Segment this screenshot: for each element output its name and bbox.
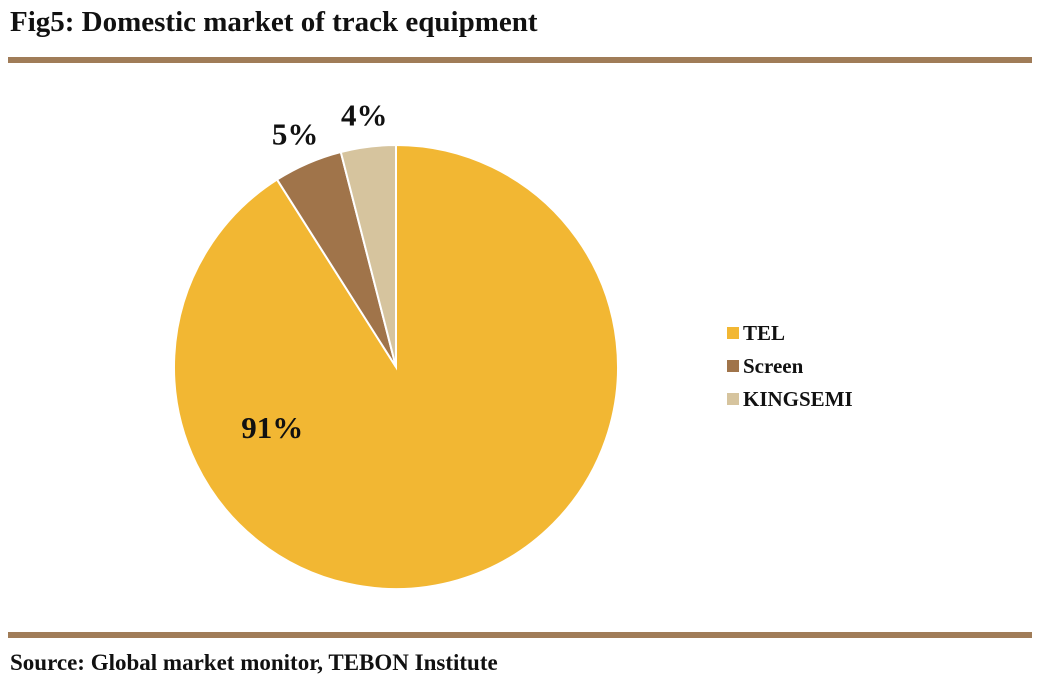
pie-slice-tel bbox=[173, 143, 619, 590]
top-divider bbox=[8, 57, 1032, 63]
pie-slices bbox=[173, 143, 619, 590]
legend-swatch-screen bbox=[727, 360, 739, 372]
chart-legend: TEL Screen KINGSEMI bbox=[727, 321, 853, 411]
legend-swatch-tel bbox=[727, 327, 739, 339]
pie-data-labels: 91% 5% 4% bbox=[241, 98, 387, 445]
source-note: Source: Global market monitor, TEBON Ins… bbox=[10, 650, 498, 675]
data-label-screen: 5% bbox=[272, 116, 319, 151]
chart-title: Fig5: Domestic market of track equipment bbox=[10, 6, 538, 38]
legend-label-tel: TEL bbox=[743, 321, 785, 345]
pie-chart: 91% 5% 4% TEL Screen KINGSEMI bbox=[173, 98, 853, 590]
data-label-kingsemi: 4% bbox=[341, 98, 388, 133]
legend-label-screen: Screen bbox=[743, 354, 804, 378]
bottom-divider bbox=[8, 632, 1032, 638]
legend-swatch-kingsemi bbox=[727, 393, 739, 405]
legend-label-kingsemi: KINGSEMI bbox=[743, 387, 853, 411]
pie-slice-kingsemi bbox=[339, 143, 397, 368]
data-label-tel: 91% bbox=[241, 410, 303, 445]
